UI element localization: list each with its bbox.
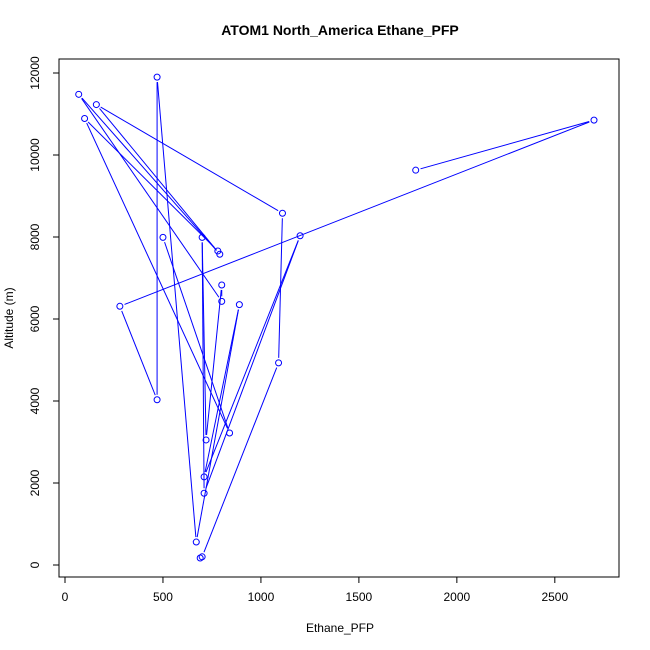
y-axis: 0 2000 4000 6000 8000 10000 12000 [28,56,60,568]
x-tick-label: 1000 [248,590,275,604]
x-tick-label: 1500 [346,590,373,604]
series-segment [99,108,217,251]
data-point [153,73,161,81]
series-layer [75,73,598,562]
series-segment [86,122,228,429]
y-tick-label: 4000 [28,387,42,414]
data-point [412,166,420,174]
data-point [198,233,206,241]
data-point [296,232,304,240]
series-segment [157,82,197,538]
series-segment [196,309,239,538]
data-point [590,116,598,124]
data-point [198,553,206,561]
x-tick-label: 0 [62,590,69,604]
data-point [235,301,243,309]
chart-title: ATOM1 North_America Ethane_PFP [221,22,459,38]
data-point [116,302,124,310]
data-point [214,247,222,255]
data-point [200,473,208,481]
data-point [159,233,167,241]
series-segment [87,121,215,248]
data-point [92,101,100,109]
data-point [218,281,226,289]
series-segment [81,98,220,298]
series-segment [205,240,299,489]
x-axis-label: Ethane_PFP [306,621,374,635]
series-segment [164,241,229,429]
data-point [278,209,286,217]
series-segment [205,240,299,473]
series-segment [124,121,590,305]
series-segment [81,97,217,251]
x-axis: 0 500 1000 1500 2000 2500 [62,576,568,604]
data-point [75,90,83,98]
data-point [81,115,89,123]
data-point [275,359,283,367]
data-point [202,436,210,444]
series-segment [100,106,279,212]
y-tick-label: 12000 [28,56,42,90]
series-segment [420,121,590,170]
x-tick-label: 2000 [444,590,471,604]
y-axis-label: Altitude (m) [2,287,16,348]
y-tick-label: 0 [28,561,42,568]
series-segment [121,310,156,396]
series-segment [204,309,239,473]
data-series [75,73,598,562]
series-segment [206,289,222,436]
y-tick-label: 2000 [28,469,42,496]
data-point [226,429,234,437]
series-segment [201,242,205,489]
y-tick-label: 8000 [28,223,42,250]
data-series [81,115,234,437]
data-point [196,554,204,562]
data-point [153,396,161,404]
data-point [200,489,208,497]
x-tick-label: 2500 [541,590,568,604]
x-tick-label: 500 [153,590,173,604]
data-point [218,297,226,305]
y-tick-label: 6000 [28,305,42,332]
y-tick-label: 10000 [28,138,42,172]
series-segment [203,367,278,553]
data-point [192,538,200,546]
